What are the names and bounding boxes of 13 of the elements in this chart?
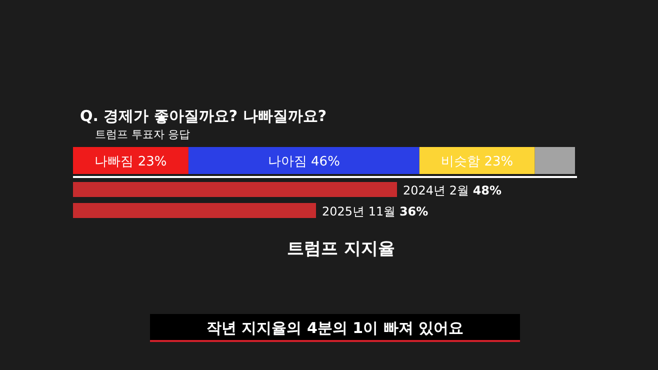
chart-subtitle: 트럼프 투표자 응답 <box>95 128 190 141</box>
data-label: 2025년 11월 36% <box>322 204 428 218</box>
data-label: 2024년 2월 48% <box>403 184 502 198</box>
data-label: 나빠짐 23% <box>94 154 167 170</box>
bar <box>188 147 420 174</box>
chart-title: Q. 경제가 좋아질까요? 나빠질까요? <box>80 107 327 125</box>
data-label: 비슷함 23% <box>441 154 514 170</box>
bar <box>73 147 188 174</box>
bar <box>534 147 575 174</box>
text: 트럼프 지지율 <box>287 239 395 259</box>
bar <box>419 147 535 174</box>
text: 작년 지지율의 4분의 1이 빠져 있어요 <box>206 319 464 337</box>
data-label: 나아짐 46% <box>268 154 340 170</box>
